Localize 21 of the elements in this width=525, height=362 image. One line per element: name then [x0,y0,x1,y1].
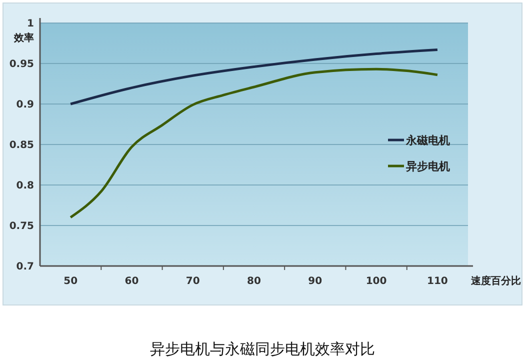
line-series [69,48,439,106]
y-axis-title: 效率 [13,32,34,44]
x-tick-label: 80 [247,276,261,287]
y-tick-label: 0.7 [16,262,34,272]
y-tick-label: 0.9 [16,100,34,110]
y-tick-label: 0.75 [9,221,34,232]
legend-label: 永磁电机 [405,134,450,147]
x-tick-label: 110 [426,276,448,287]
line-series [69,68,439,219]
y-tick-label: 0.85 [9,140,34,151]
text: 异步电机与永磁同步电机效率对比 [150,340,375,358]
x-tick-label: 60 [124,276,139,287]
x-tick-label: 50 [64,276,78,287]
x-tick-label: 90 [308,276,322,287]
y-tick-label: 0.8 [16,180,34,192]
x-axis-title: 速度百分比 [470,275,521,287]
legend-label: 异步电机 [405,160,450,173]
x-tick-label: 70 [186,276,200,287]
y-tick-label: 1 [27,18,34,30]
x-tick-label: 100 [366,276,387,287]
y-tick-label: 0.95 [9,59,34,70]
